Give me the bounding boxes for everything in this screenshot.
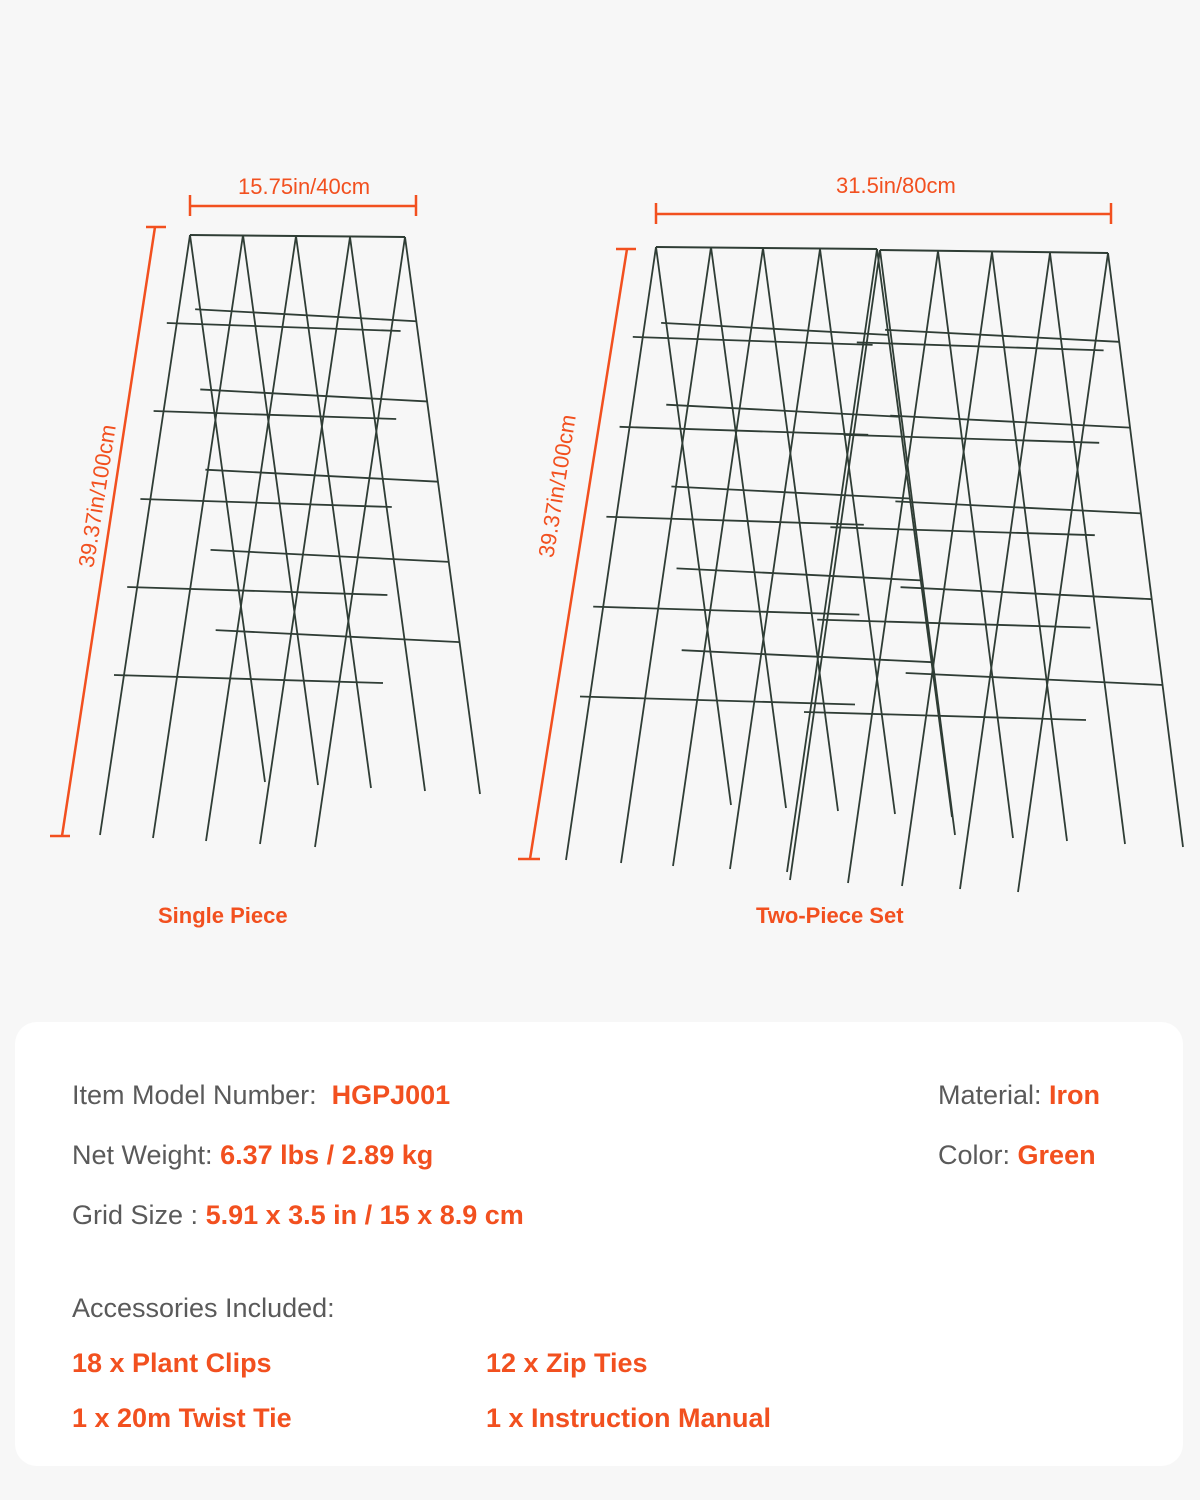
trellis-front-leg (729, 248, 821, 870)
single-width-label: 15.75in/40cm (238, 174, 371, 199)
trellis-front-leg (314, 236, 406, 848)
trellis-crossbar (885, 328, 1120, 343)
trellis-crossbar (856, 341, 1104, 352)
trellis-front-leg (1017, 252, 1109, 893)
trellis-crossbar (666, 403, 900, 418)
trellis-crossbar (140, 498, 392, 508)
trellis-illustration (50, 195, 1184, 893)
trellis-crossbar (895, 500, 1142, 515)
spec-card: Item Model Number: HGPJ001 Net Weight: 6… (15, 1022, 1183, 1466)
color-label: Color: (938, 1140, 1011, 1170)
material-label: Material: (938, 1080, 1042, 1110)
trellis-crossbar (619, 425, 869, 436)
trellis-crossbar (817, 618, 1091, 629)
accessory-item: 1 x Instruction Manual (486, 1403, 772, 1433)
trellis-crossbar (210, 549, 450, 563)
trellis-back-leg (1049, 252, 1126, 845)
trellis-crossbar (803, 711, 1087, 721)
single-piece-caption: Single Piece (158, 903, 288, 928)
trellis-crossbar (200, 388, 428, 403)
grid-size-label: Grid Size : (72, 1200, 199, 1230)
grid-size-row: Grid Size : 5.91 x 3.5 in / 15 x 8.9 cm (72, 1200, 524, 1231)
trellis-crossbar (661, 321, 889, 336)
color-value: Green (1017, 1140, 1096, 1170)
material-value: Iron (1049, 1080, 1101, 1110)
accessory-item: 12 x Zip Ties (486, 1348, 648, 1378)
trellis-crossbar (905, 672, 1164, 686)
trellis-back-leg (937, 250, 1014, 839)
trellis-front-leg (259, 236, 351, 845)
trellis-crossbar (681, 649, 933, 664)
trellis-front-leg (99, 234, 191, 836)
trellis-front-leg (901, 251, 993, 887)
trellis-front-leg (620, 246, 712, 864)
trellis-back-leg (655, 246, 732, 806)
trellis-crossbar (153, 410, 397, 420)
accessory-item: 1 x 20m Twist Tie (72, 1403, 292, 1433)
net-weight-row: Net Weight: 6.37 lbs / 2.89 kg (72, 1140, 433, 1171)
two-piece-caption: Two-Piece Set (756, 903, 904, 928)
trellis-crossbar (830, 526, 1095, 537)
trellis-back-leg (189, 234, 266, 783)
trellis-front-leg (672, 247, 764, 867)
grid-size-value: 5.91 x 3.5 in / 15 x 8.9 cm (205, 1200, 524, 1230)
trellis-crossbar (843, 433, 1100, 444)
trellis-front-leg (152, 234, 244, 839)
trellis-back-leg (879, 249, 956, 836)
net-weight-value: 6.37 lbs / 2.89 kg (220, 1140, 434, 1170)
trellis-front-leg (786, 248, 878, 873)
model-number-label: Item Model Number: (72, 1080, 317, 1110)
trellis-crossbar (215, 629, 461, 644)
trellis-crossbar (671, 485, 911, 500)
trellis-top-bar (655, 246, 878, 250)
model-number-row: Item Model Number: HGPJ001 (72, 1080, 450, 1111)
trellis-front-leg (205, 235, 297, 842)
accessories-title: Accessories Included: (72, 1293, 335, 1323)
trellis-crossbar (900, 586, 1153, 601)
material-row: Material: Iron (938, 1080, 1100, 1111)
model-number-value: HGPJ001 (331, 1080, 451, 1110)
color-row: Color: Green (938, 1140, 1096, 1171)
trellis-front-leg (565, 246, 657, 861)
trellis-crossbar (195, 308, 417, 323)
trellis-crossbar (606, 515, 864, 526)
trellis-crossbar (166, 322, 401, 332)
trellis-front-leg (847, 250, 939, 884)
trellis-top-bar (879, 249, 1109, 254)
height-dimension-line (528, 248, 629, 860)
accessory-item: 18 x Plant Clips (72, 1348, 272, 1378)
trellis-crossbar (632, 336, 873, 346)
trellis-front-leg (789, 249, 881, 881)
trellis-crossbar (593, 605, 860, 616)
height-dimension-line (60, 226, 157, 837)
trellis-back-leg (991, 251, 1068, 842)
trellis-crossbar (127, 586, 388, 596)
trellis-crossbar (579, 695, 856, 706)
trellis-crossbar (890, 414, 1131, 429)
trellis-crossbar (113, 674, 384, 684)
trellis-back-leg (1107, 252, 1184, 848)
trellis-crossbar (205, 468, 439, 483)
trellis-back-leg (404, 236, 481, 795)
net-weight-label: Net Weight: (72, 1140, 213, 1170)
trellis-back-leg (876, 248, 953, 818)
trellis-crossbar (676, 567, 922, 582)
trellis-front-leg (959, 252, 1051, 890)
set-width-label: 31.5in/80cm (836, 173, 956, 198)
trellis-top-bar (189, 234, 406, 238)
